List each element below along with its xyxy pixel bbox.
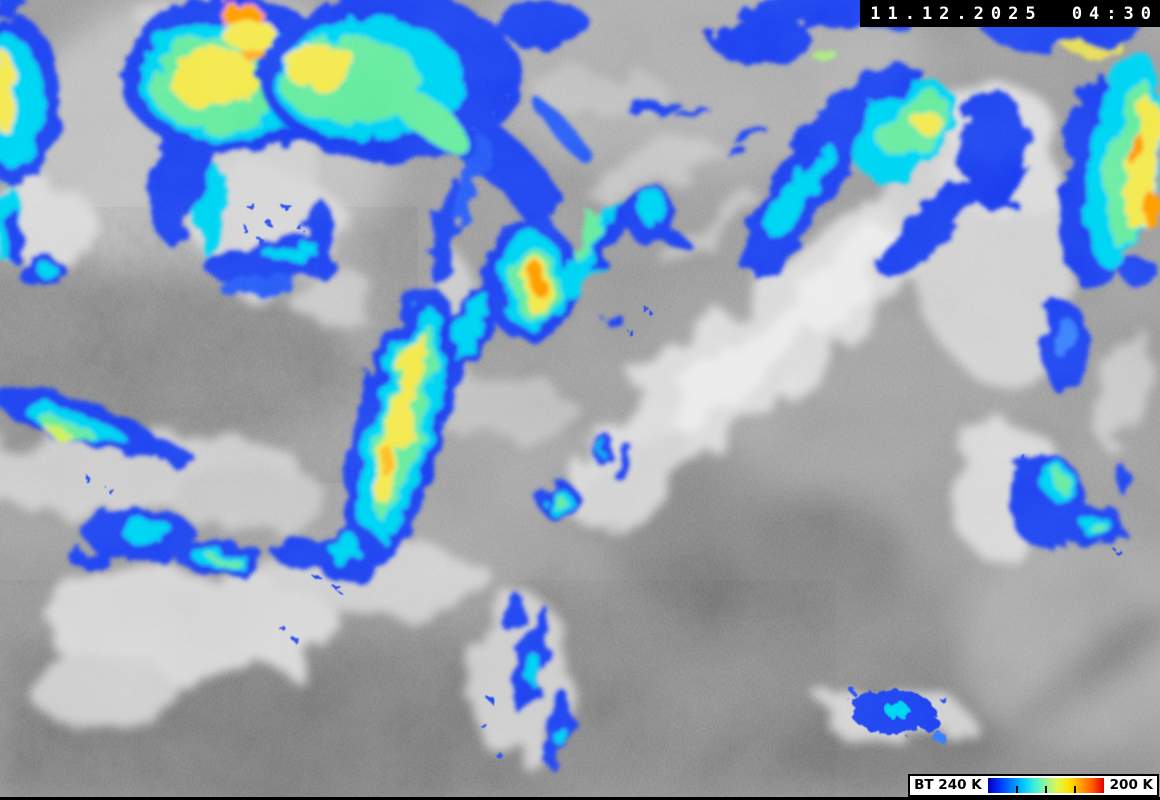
colorbar-max-label: 200 K [1109,777,1153,793]
colorbar-gradient [987,778,1104,793]
colorbar-tick [1044,786,1047,793]
colorbar-min-label: BT 240 K [914,777,982,793]
colorbar-tick [1073,786,1076,793]
timestamp-overlay: 11.12.2025 04:30 [860,0,1160,27]
timestamp-text: 11.12.2025 04:30 [870,4,1158,24]
colorbar-legend: BT 240 K 200 K [908,774,1159,797]
colorbar-tick [1015,786,1018,793]
image-bottom-border [0,797,1160,800]
